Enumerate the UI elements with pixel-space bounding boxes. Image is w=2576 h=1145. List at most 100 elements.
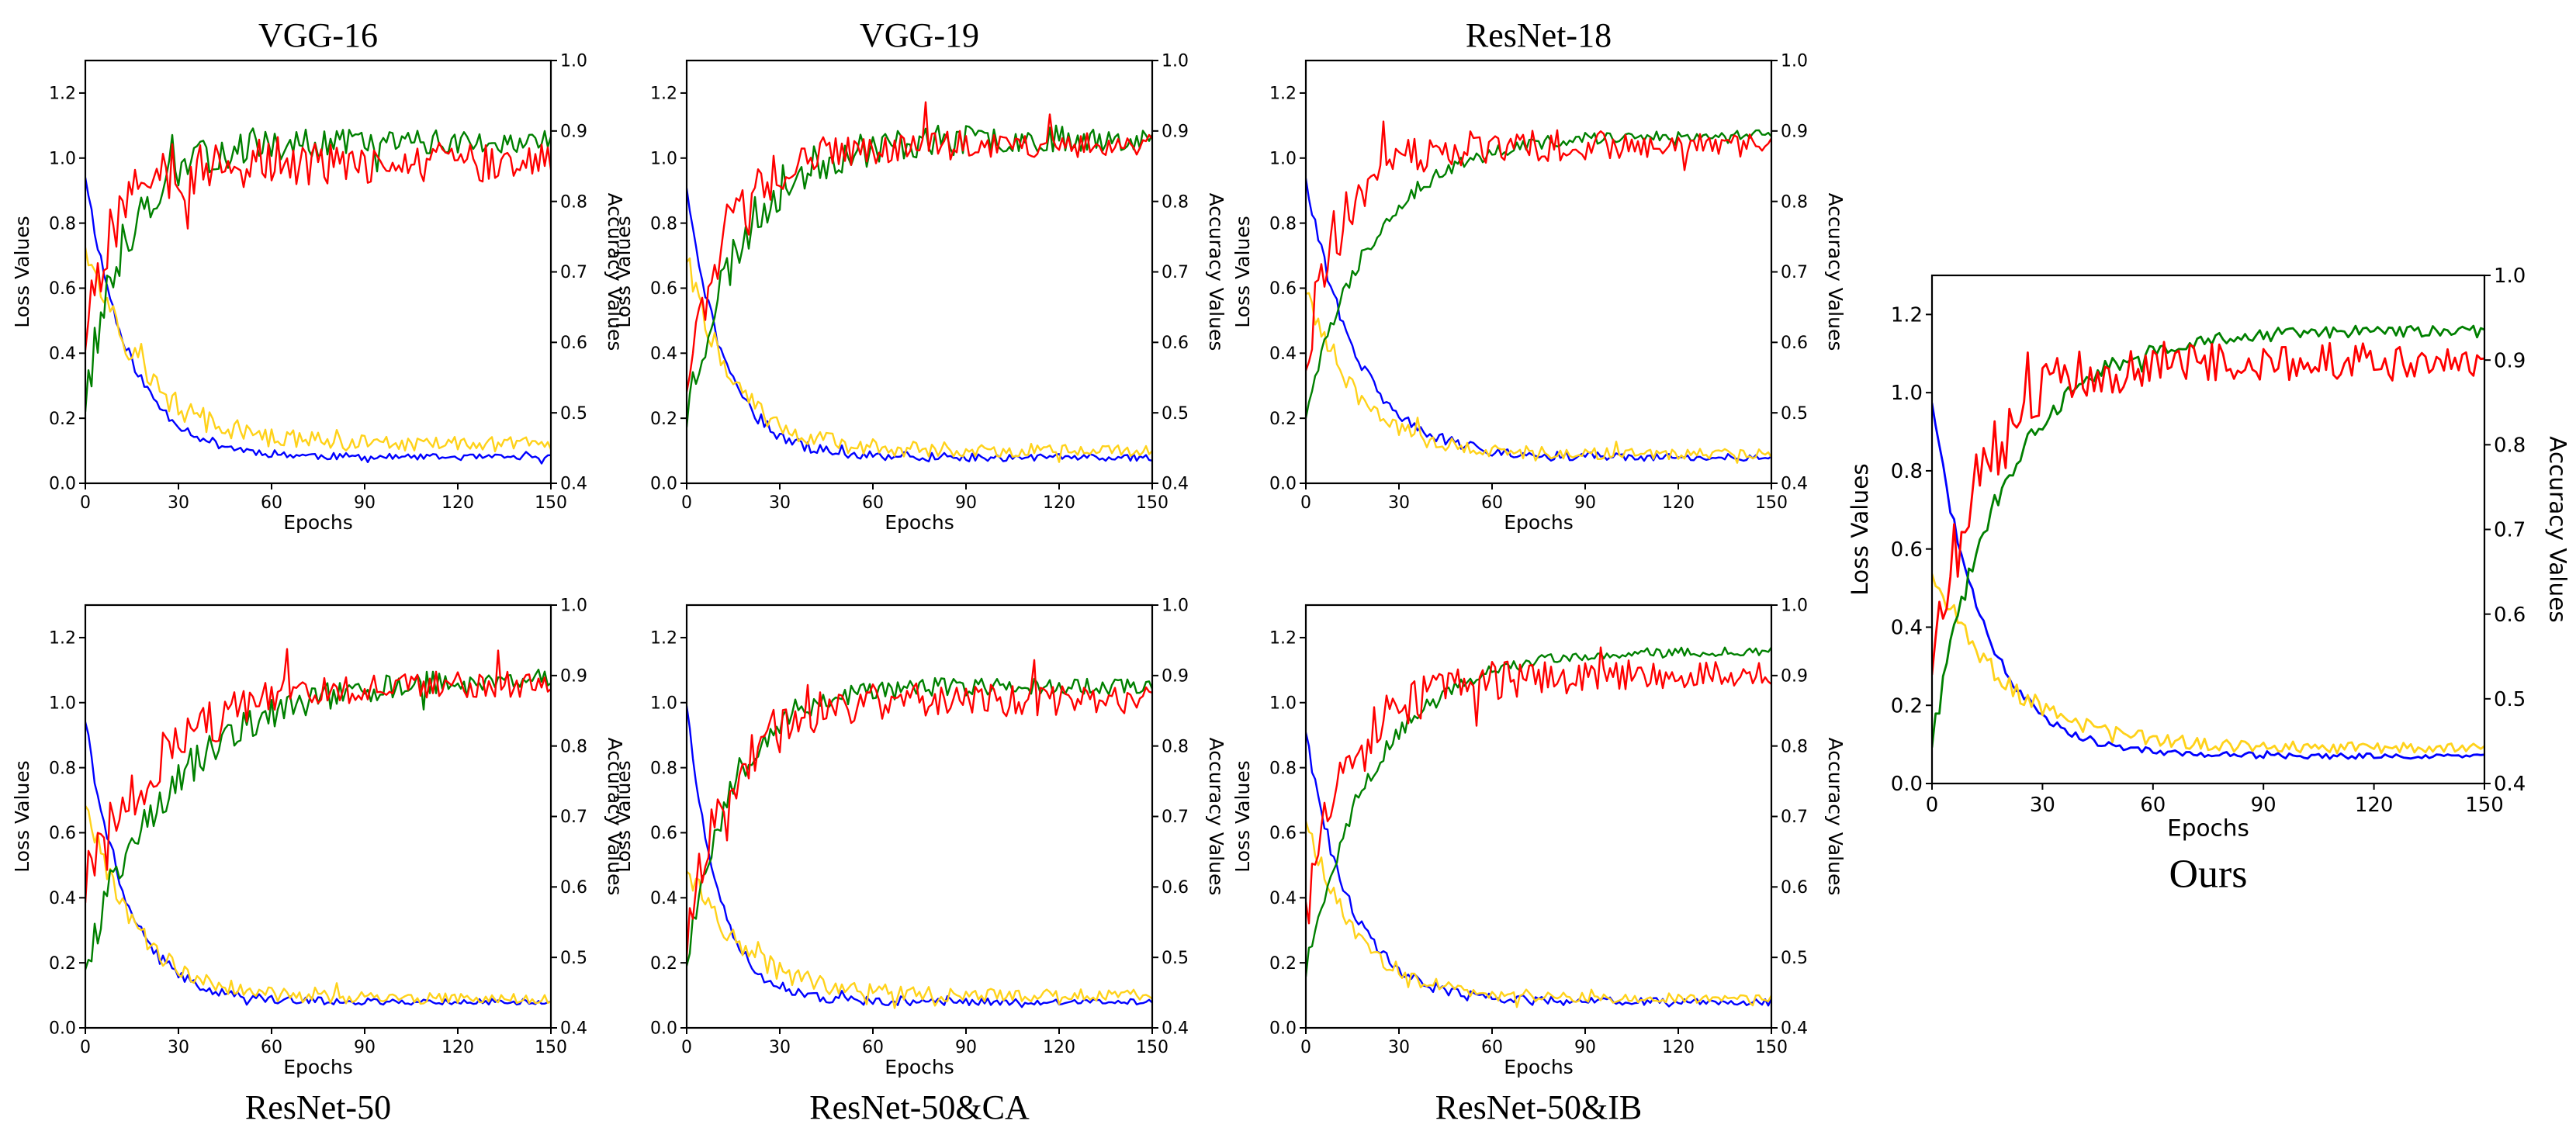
x-tick-label: 0 [1300, 493, 1311, 513]
y-axis-label: Loss Values [11, 760, 33, 872]
y-right-axis-label: Accuracy Values [1824, 193, 1847, 351]
y-right-tick-label: 0.5 [560, 404, 587, 424]
series-val-loss [1932, 572, 2484, 755]
y-right-axis-label: Accuracy Values [604, 193, 626, 351]
x-axis-label: Epochs [283, 1056, 353, 1078]
y-tick-label: 0.8 [1269, 759, 1297, 778]
y-right-tick-label: 0.6 [1781, 878, 1808, 898]
y-right-tick-label: 0.9 [560, 123, 587, 142]
series-train-accuracy [1306, 646, 1771, 978]
x-tick-label: 60 [1481, 493, 1503, 513]
y-tick-label: 1.0 [1269, 694, 1297, 713]
series-train-loss [687, 704, 1152, 1008]
y-tick-label: 0.8 [650, 214, 677, 233]
y-right-tick-label: 0.7 [1162, 808, 1189, 827]
x-tick-label: 0 [681, 493, 692, 513]
y-right-tick-label: 0.8 [1781, 737, 1808, 756]
y-right-tick-label: 0.4 [1781, 1019, 1808, 1039]
x-tick-label: 0 [1926, 794, 1939, 817]
x-axis-label: Epochs [2167, 815, 2249, 841]
x-tick-label: 0 [80, 1038, 91, 1057]
y-right-tick-label: 1.0 [1162, 597, 1189, 616]
y-right-tick-label: 0.6 [560, 334, 587, 353]
y-right-tick-label: 0.5 [560, 949, 587, 968]
series-group [1306, 120, 1771, 464]
series-train-loss [85, 721, 551, 1006]
x-tick-label: 30 [1388, 1038, 1410, 1057]
x-tick-label: 30 [2030, 794, 2055, 817]
y-right-tick-label: 0.7 [1781, 263, 1808, 282]
y-tick-label: 0.4 [650, 344, 677, 364]
y-right-tick-label: 0.5 [2494, 688, 2526, 711]
x-axis-label: Epochs [885, 511, 954, 534]
x-tick-label: 120 [1043, 1038, 1075, 1057]
y-tick-label: 0.4 [1891, 617, 1923, 640]
y-right-tick-label: 0.6 [1781, 334, 1808, 353]
y-right-tick-label: 0.9 [1781, 667, 1808, 687]
y-tick-label: 1.0 [1891, 382, 1923, 405]
series-val-accuracy [85, 136, 551, 351]
y-tick-label: 0.4 [1269, 889, 1297, 908]
y-right-tick-label: 1.0 [560, 52, 587, 71]
x-tick-label: 120 [2355, 794, 2394, 817]
y-tick-label: 0.6 [49, 824, 76, 843]
series-val-loss [85, 804, 551, 1005]
x-tick-label: 60 [2140, 794, 2166, 817]
y-tick-label: 1.0 [49, 694, 76, 713]
x-tick-label: 120 [1662, 493, 1695, 513]
y-right-axis-label: Accuracy Values [1824, 738, 1847, 896]
y-right-tick-label: 1.0 [560, 597, 587, 616]
y-right-tick-label: 0.5 [1162, 949, 1189, 968]
x-axis-label: Epochs [1504, 1056, 1574, 1078]
y-tick-label: 0.0 [49, 1019, 76, 1039]
series-val-loss [1306, 292, 1771, 464]
series-train-accuracy [1932, 324, 2484, 749]
panel-title: Ours [2169, 852, 2248, 896]
x-tick-label: 120 [441, 1038, 474, 1057]
series-group [1932, 324, 2484, 760]
x-tick-label: 150 [1755, 493, 1788, 513]
x-tick-label: 0 [1300, 1038, 1311, 1057]
panel-title: ResNet-50 [245, 1088, 391, 1126]
y-tick-label: 0.6 [1891, 538, 1923, 562]
chart-panel-0: 0 30 60 90 120 150 0.0 0.2 0.4 0.6 0.8 1.0 1.2 0.4 0.5… [11, 16, 626, 534]
y-right-axis-label: Accuracy Values [1205, 738, 1227, 896]
y-tick-label: 0.2 [1891, 694, 1923, 718]
panel-title: VGG-19 [860, 16, 979, 54]
x-tick-label: 30 [168, 493, 189, 513]
y-tick-label: 1.0 [49, 149, 76, 168]
y-tick-label: 0.6 [650, 279, 677, 299]
x-tick-label: 120 [1662, 1038, 1695, 1057]
y-tick-label: 0.0 [1891, 773, 1923, 796]
y-right-tick-label: 0.4 [560, 475, 587, 494]
y-tick-label: 0.2 [49, 954, 76, 974]
series-val-accuracy [85, 648, 551, 904]
x-tick-label: 150 [535, 493, 567, 513]
chart-panel-5: 0 30 60 90 120 150 0.0 0.2 0.4 0.6 0.8 1.0 1.2 0.4 0.5… [1231, 597, 1847, 1126]
series-group [85, 648, 551, 1006]
panel-title: ResNet-50&IB [1435, 1088, 1642, 1126]
y-tick-label: 0.0 [49, 475, 76, 494]
y-tick-label: 0.2 [650, 954, 677, 974]
y-tick-label: 0.2 [650, 410, 677, 429]
series-val-loss [85, 247, 551, 453]
y-right-axis-label: Accuracy Values [604, 738, 626, 896]
series-train-loss [687, 187, 1152, 462]
y-axis-label: Loss Values [11, 216, 33, 327]
series-train-loss [85, 176, 551, 465]
chart-panel-2: 0 30 60 90 120 150 0.0 0.2 0.4 0.6 0.8 1.0 1.2 0.4 0.5… [1231, 16, 1847, 534]
x-tick-label: 150 [1755, 1038, 1788, 1057]
y-axis-label: Loss Values [612, 760, 635, 872]
y-right-tick-label: 0.8 [560, 737, 587, 756]
y-right-tick-label: 0.9 [1162, 667, 1189, 687]
panel-title: ResNet-50&CA [809, 1088, 1030, 1126]
x-tick-label: 90 [354, 493, 376, 513]
series-group [1306, 646, 1771, 1008]
y-right-tick-label: 0.8 [1781, 192, 1808, 212]
x-tick-label: 60 [862, 1038, 884, 1057]
series-group [687, 659, 1152, 1009]
y-tick-label: 0.4 [49, 344, 76, 364]
y-axis-label: Loss Values [1231, 216, 1254, 327]
y-tick-label: 0.6 [650, 824, 677, 843]
